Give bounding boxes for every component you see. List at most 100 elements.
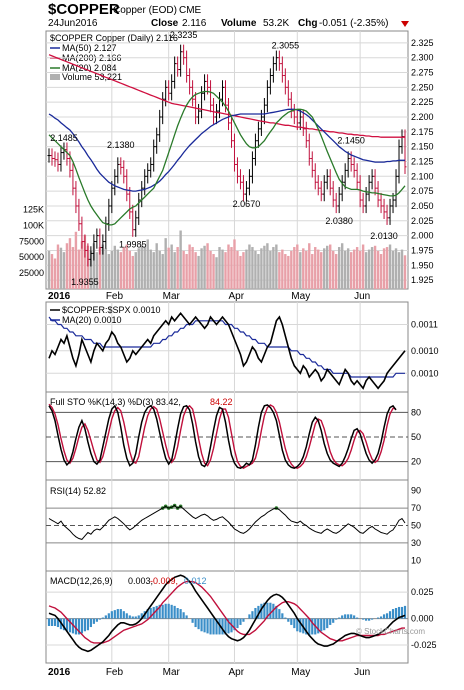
price-bar (122, 160, 126, 184)
price-tick-label: 2.025 (411, 216, 434, 226)
price-annotation: 2.0130 (370, 231, 398, 241)
volume-bar (278, 252, 281, 289)
volume-bar (242, 252, 245, 289)
macd-histogram-bar (397, 606, 401, 619)
price-bar (280, 56, 284, 83)
price-bar (325, 169, 329, 190)
volume-bar (302, 248, 305, 289)
price-bar (346, 151, 350, 178)
volume-bar (320, 252, 323, 289)
volume-bar (143, 247, 146, 289)
ratio-legend-title: $COPPER:$SPX 0.0010 (62, 305, 161, 315)
price-bar (370, 169, 374, 190)
volume-bar (104, 248, 108, 289)
x-month-label: 2016 (48, 291, 71, 302)
exchange-label: CME (179, 5, 202, 16)
volume-bar (248, 244, 251, 289)
macd-histogram-bar (239, 618, 242, 625)
macd-histogram-bar (161, 604, 164, 619)
price-bar (283, 68, 287, 95)
volume-bar (197, 255, 200, 289)
ratio-ma20-legend: MA(20) 0.0010 (62, 315, 122, 325)
price-bar (143, 169, 147, 196)
price-tick-label: 2.200 (411, 112, 434, 122)
volume-bar (194, 252, 197, 289)
volume-bar (74, 231, 78, 289)
macd-histogram-bar (53, 618, 57, 626)
price-bar (56, 152, 60, 172)
price-bar (140, 181, 144, 208)
volume-bar (382, 248, 386, 289)
volume-bar (311, 254, 314, 289)
rsi-line (48, 504, 406, 540)
ratio-tick-label: 0.0010 (411, 346, 439, 356)
price-bar (134, 210, 138, 237)
volume-tick-label: 125K (23, 205, 44, 215)
price-bar (125, 169, 129, 202)
volume-bar (185, 254, 188, 289)
macd-histogram-bar (248, 614, 251, 619)
price-bar (388, 198, 392, 225)
macd-histogram-bar (403, 605, 407, 619)
volume-bar (101, 244, 105, 289)
price-bar (307, 133, 311, 166)
price-bar (170, 74, 174, 101)
volume-bar (329, 244, 332, 289)
volume-bar (334, 254, 338, 289)
volume-bar (107, 254, 111, 289)
volume-bar (215, 257, 218, 289)
macd-histogram-bar (203, 618, 206, 633)
price-bar (185, 50, 189, 83)
price-bar (218, 92, 222, 119)
price-bar (277, 50, 281, 71)
price-bar (379, 192, 383, 214)
price-tick-label: 2.225 (411, 97, 434, 107)
volume-bar (227, 244, 230, 289)
volume-bar (47, 250, 51, 289)
price-panel (45, 30, 409, 290)
volume-bar (394, 248, 398, 289)
volume-bar (221, 249, 224, 289)
volume-bar (296, 244, 299, 289)
price-bar (313, 163, 317, 190)
price-annotation: 2.1450 (337, 136, 365, 146)
volume-bar (358, 250, 362, 289)
price-bar (274, 50, 278, 71)
macd-histogram-bar (140, 613, 143, 619)
price-bar (161, 92, 165, 125)
macd-histogram-bar (370, 618, 374, 620)
price-bar (400, 129, 404, 154)
macd-histogram-bar (50, 618, 54, 626)
x-month-label-bottom: Feb (106, 667, 124, 678)
macd-histogram-bar (149, 608, 152, 619)
volume-bar (257, 254, 260, 289)
volume-bar (119, 252, 122, 289)
volume-bar (95, 252, 99, 289)
price-bar (146, 163, 150, 184)
macd-histogram-bar (113, 610, 116, 619)
price-bar (289, 92, 293, 119)
sto-d-value: 84.22 (210, 397, 233, 407)
sto-legend-title: Full STO %K(14,3) %D(3) 83.42, (50, 397, 181, 407)
volume-bar (137, 248, 140, 289)
price-bar (262, 98, 266, 125)
macd-histogram-bar (278, 609, 281, 619)
macd-histogram-bar (320, 618, 323, 632)
volume-bar (164, 238, 167, 289)
macd-histogram-bar (104, 615, 107, 619)
price-annotation: 2.1380 (107, 140, 135, 150)
volume-tick-label: 25000 (19, 268, 44, 278)
volume-bar (379, 254, 383, 289)
symbol-name: Copper (EOD) (113, 5, 177, 16)
price-bar (403, 129, 407, 174)
price-bar (301, 109, 305, 136)
macd-histogram-bar (385, 613, 389, 619)
macd-histogram-bar (80, 618, 84, 634)
macd-histogram-bar (356, 617, 359, 619)
macd-histogram-bar (176, 608, 179, 619)
macd-histogram-bar (197, 618, 200, 630)
price-bar (304, 121, 308, 148)
volume-bar (110, 250, 114, 289)
price-tick-label: 2.275 (411, 68, 434, 78)
price-bar (158, 109, 162, 142)
